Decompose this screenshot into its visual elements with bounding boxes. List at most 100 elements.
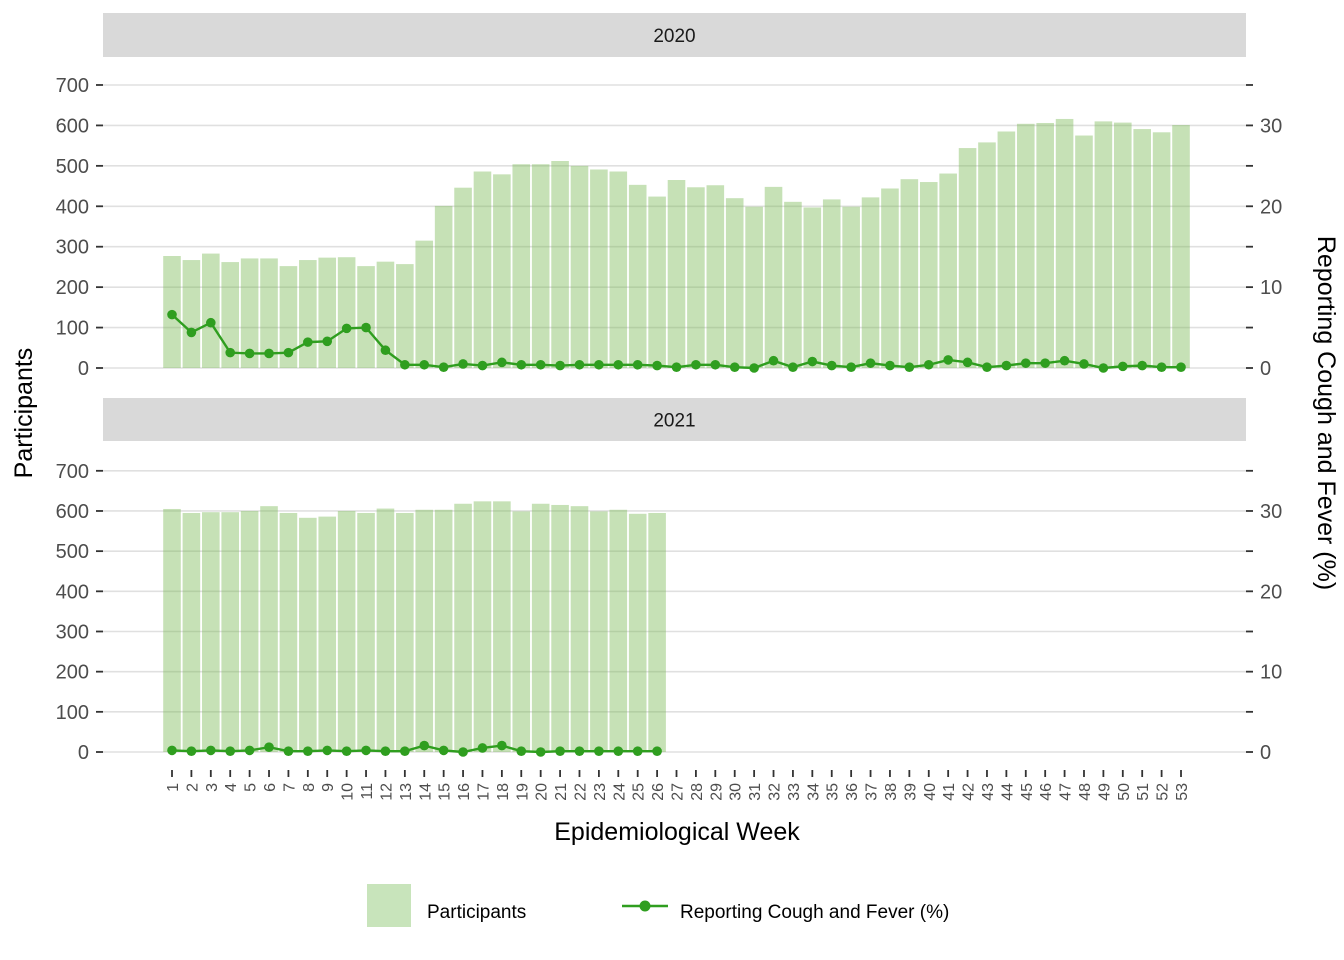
x-tick-label: 39 [902,783,919,801]
participants-bar [648,196,666,368]
participants-bar [590,169,608,368]
cough-fever-point [865,358,876,368]
cough-fever-point [613,359,624,370]
participants-bar [1016,123,1035,369]
y-right-axis-title: Reporting Cough and Fever (%) [1312,236,1340,590]
y-left-tick-label: 100 [56,702,89,724]
y-left-tick-label: 200 [56,277,89,299]
axes: 0100200300400500600700010203001002003004… [56,75,1283,801]
participants-bar [357,266,375,368]
cough-fever-point [438,745,449,756]
x-tick-label: 20 [534,783,551,801]
participants-bar [531,164,550,368]
participants-bar [415,240,434,368]
cough-fever-point [632,359,643,370]
x-tick-label: 23 [592,783,609,801]
cough-fever-point [400,746,410,756]
x-tick-label: 21 [553,783,570,801]
x-tick-label: 53 [1174,783,1191,801]
participants-bar [687,187,705,368]
x-tick-label: 18 [495,783,512,801]
participants-bar [784,201,802,368]
cough-fever-point [497,357,507,368]
participants-bar [357,512,375,752]
cough-fever-point [264,742,274,752]
participants-bar [1094,121,1113,368]
cough-fever-point [943,355,953,365]
participants-bar [221,512,240,752]
x-tick-label: 11 [359,783,376,800]
y-left-tick-label: 100 [56,318,89,340]
cough-fever-point [574,359,585,370]
participants-bar [590,511,608,752]
y-right-tick-label: 10 [1260,277,1282,299]
facet-strip [103,13,1246,57]
cough-fever-point [361,745,371,756]
participants-bar [376,261,395,368]
x-tick-label: 41 [941,783,958,801]
cough-fever-point [749,363,759,373]
cough-fever-point [574,746,585,756]
cough-fever-point [283,746,294,756]
cough-fever-point [206,317,216,328]
y-left-tick-label: 300 [56,237,89,259]
cough-fever-point [652,746,662,756]
x-tick-label: 6 [262,783,279,792]
participants-bar [939,173,957,368]
cough-fever-point [225,746,236,756]
y-left-tick-label: 700 [56,461,89,483]
participants-bar [493,501,511,752]
x-tick-label: 27 [670,783,687,801]
cough-fever-point [186,746,197,756]
cough-fever-point [497,740,507,751]
participants-bar [997,131,1016,368]
participants-bar [706,185,725,368]
x-tick-label: 48 [1077,783,1094,801]
x-tick-label: 13 [398,783,415,801]
x-tick-label: 2 [184,783,201,792]
x-tick-label: 38 [883,783,900,801]
participants-bar [570,506,589,752]
participants-bar [1152,132,1171,368]
participants-bar [260,258,278,368]
x-tick-label: 49 [1096,783,1113,801]
y-left-tick-label: 500 [56,541,89,563]
x-tick-label: 40 [922,783,939,801]
cough-fever-point [885,360,895,371]
cough-fever-point [1020,358,1031,368]
participants-bar [279,512,298,752]
x-tick-label: 9 [320,783,337,792]
participants-bar [240,510,259,752]
x-tick-label: 22 [572,783,589,801]
x-tick-label: 3 [204,783,221,792]
cough-fever-point [244,745,255,756]
cough-fever-point [206,745,216,756]
cough-fever-point [341,746,352,756]
x-tick-label: 43 [980,783,997,801]
y-right-tick-label: 0 [1260,742,1271,764]
x-tick-label: 1 [165,783,182,792]
cough-fever-point [729,362,740,372]
cough-fever-point [1156,362,1167,372]
x-tick-label: 15 [437,783,454,801]
cough-fever-point [1117,361,1128,372]
cough-fever-point [341,323,352,334]
y-left-tick-label: 600 [56,115,89,137]
participants-bar [551,160,569,368]
x-tick-label: 29 [708,783,725,801]
cough-fever-point [788,362,798,372]
x-tick-label: 8 [301,783,318,792]
participants-bar [221,262,240,368]
cough-fever-point [167,745,177,756]
x-tick-label: 32 [767,783,784,801]
participants-bar [822,199,841,368]
cough-fever-point [283,347,294,358]
cough-fever-point [962,357,973,368]
cough-fever-point [225,347,236,358]
participants-bar [628,184,647,368]
cough-fever-point [458,359,468,369]
participants-bar [919,182,938,368]
x-tick-label: 12 [378,783,395,801]
x-tick-label: 26 [650,783,667,801]
cough-fever-point [535,747,546,757]
